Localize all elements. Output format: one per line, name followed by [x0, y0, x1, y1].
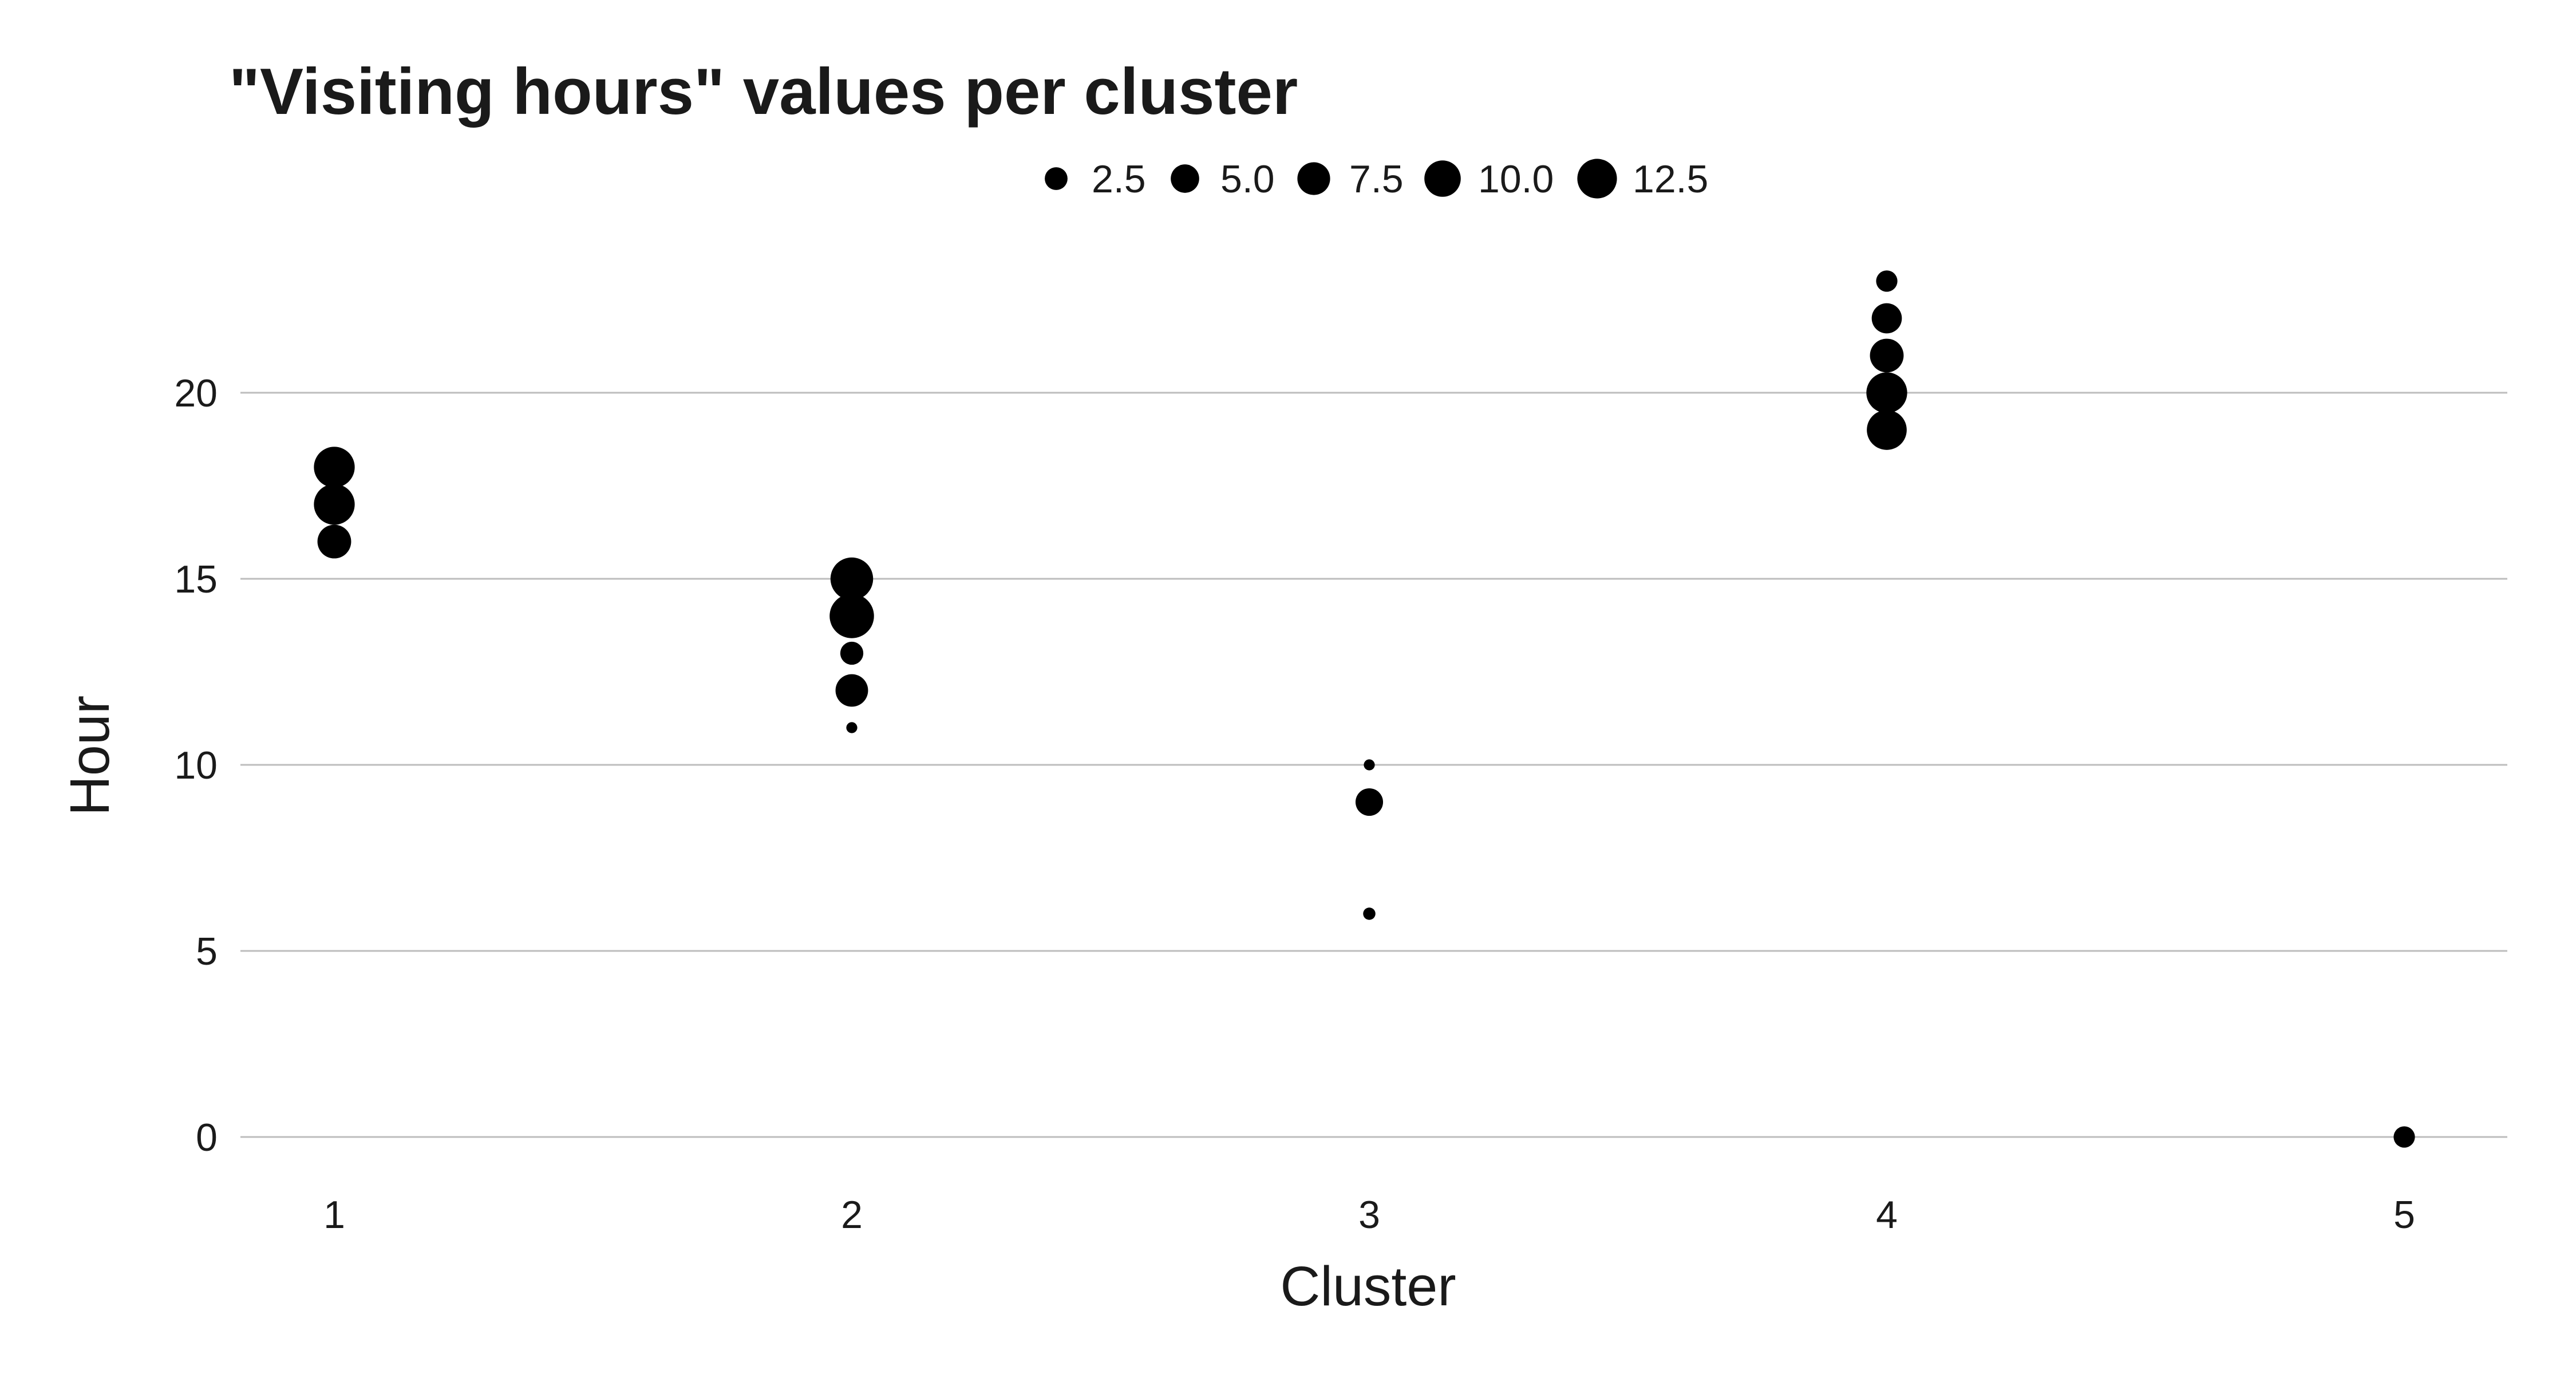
- y-tick-label: 10: [174, 744, 218, 787]
- x-tick-label: 4: [1876, 1193, 1898, 1237]
- chart-title: "Visiting hours" values per cluster: [229, 56, 1298, 128]
- size-legend: 2.5 5.0 7.5 10.0 12.5: [1045, 157, 1708, 201]
- data-points: [314, 270, 2415, 1148]
- data-point: [317, 524, 351, 559]
- y-tick-label: 15: [174, 558, 218, 601]
- y-tick-labels: 0 5 10 15 20: [174, 372, 218, 1159]
- data-point: [1364, 759, 1375, 771]
- data-point: [840, 641, 864, 665]
- legend-size-label: 7.5: [1349, 157, 1404, 201]
- data-point: [2393, 1126, 2415, 1148]
- data-point: [830, 557, 874, 601]
- x-tick-label: 5: [2393, 1193, 2415, 1237]
- legend-size-marker: [1577, 159, 1617, 199]
- legend-size-label: 10.0: [1478, 157, 1554, 201]
- data-point: [846, 722, 858, 733]
- data-point: [314, 447, 355, 488]
- data-point: [835, 674, 868, 707]
- data-point: [1866, 372, 1907, 413]
- data-point: [1876, 270, 1898, 292]
- legend-size-label: 2.5: [1092, 157, 1146, 201]
- x-tick-label: 2: [841, 1193, 863, 1237]
- legend-size-marker: [1171, 164, 1199, 193]
- x-tick-labels: 1 2 3 4 5: [323, 1193, 2415, 1237]
- x-tick-label: 1: [323, 1193, 345, 1237]
- data-point: [1363, 907, 1376, 920]
- legend-size-label: 5.0: [1220, 157, 1275, 201]
- data-point: [314, 484, 355, 525]
- legend-size-marker: [1424, 160, 1461, 197]
- legend-size-label: 12.5: [1633, 157, 1708, 201]
- legend-size-marker: [1297, 162, 1330, 195]
- x-tick-label: 3: [1358, 1193, 1380, 1237]
- data-point: [1871, 303, 1902, 334]
- data-point: [1867, 410, 1907, 450]
- legend-size-marker: [1045, 167, 1068, 190]
- x-axis-label: Cluster: [1280, 1255, 1456, 1317]
- data-point: [1355, 788, 1384, 816]
- y-tick-label: 0: [196, 1116, 218, 1159]
- y-tick-label: 5: [196, 930, 218, 973]
- y-axis-label: Hour: [58, 696, 121, 816]
- data-point: [829, 594, 874, 638]
- y-tick-label: 20: [174, 372, 218, 415]
- data-point: [1870, 338, 1904, 373]
